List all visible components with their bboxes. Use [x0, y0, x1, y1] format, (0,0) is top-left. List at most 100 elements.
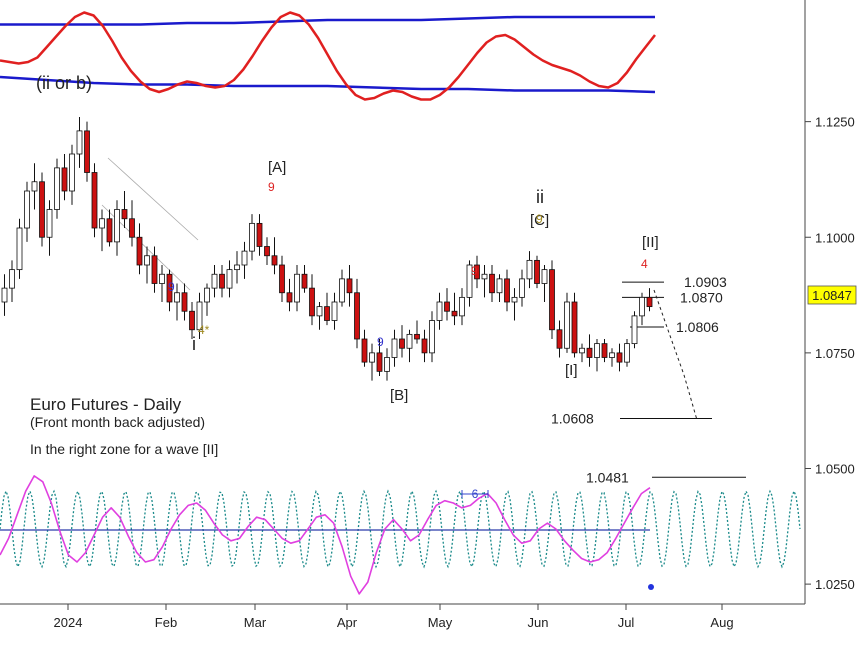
lower-oscillator: 6 [0, 475, 801, 595]
candle-body [316, 306, 323, 317]
upper-oscillator-band-bottom [0, 75, 656, 94]
wave-label-I: [I] [565, 362, 578, 379]
y-tick-label: 1.0750 [815, 346, 855, 361]
price-level-label: 1.0608 [551, 411, 594, 427]
wave-label-ii: ii [536, 187, 544, 207]
candle-body [421, 338, 428, 354]
candle-body [61, 167, 68, 192]
candle-body [129, 218, 135, 238]
candle-body [646, 296, 653, 308]
y-tick-label: 1.1250 [815, 115, 855, 130]
candle-body [541, 269, 548, 284]
candle-body [249, 222, 255, 252]
wave-label-i: i [192, 334, 196, 354]
candle-body [391, 338, 398, 358]
y-axis: 1.1250 1.1000 1.0750 1.0500 1.0250 [805, 115, 855, 592]
candle-body [526, 259, 533, 280]
cycle-dot [648, 584, 654, 590]
candle-body [271, 255, 278, 266]
cycle-wave [0, 489, 801, 569]
candle-body [286, 292, 293, 303]
candle-body [451, 310, 458, 317]
chart-title: Euro Futures - Daily [30, 395, 182, 414]
candle-body [549, 269, 555, 331]
candle-body [234, 264, 240, 271]
candle-body [564, 301, 570, 349]
price-level-label: 1.0806 [676, 319, 719, 335]
candle-body [571, 301, 578, 354]
upper-oscillator-line [0, 11, 656, 101]
lower-oscillator-line [0, 475, 651, 595]
wave-label-II: [II] [642, 234, 659, 251]
candle-body [534, 259, 540, 284]
wave-label-B: [B] [390, 387, 408, 404]
projection-path [653, 289, 698, 421]
candle-body [616, 352, 623, 363]
candle-body [624, 343, 630, 363]
price-level-label: 1.0903 [684, 274, 727, 290]
candle-body [504, 278, 510, 303]
candle-body [631, 315, 638, 345]
candle-body [1, 287, 8, 303]
candle-body [151, 255, 158, 284]
candle-body [399, 338, 405, 349]
upper-oscillator [0, 11, 656, 101]
chart-annotation: In the right zone for a wave [II] [30, 441, 218, 457]
candle-body [309, 287, 315, 317]
candle-body [406, 333, 413, 349]
count-marker-gold-1: 4* [198, 323, 210, 337]
candle-body [31, 181, 38, 192]
price-level-label: 1.0870 [680, 289, 723, 305]
candle-body [579, 347, 585, 354]
candle-body [354, 292, 360, 340]
candle-body [99, 218, 105, 229]
candle-body [609, 352, 615, 358]
candle-body [136, 236, 143, 266]
current-price-box [807, 285, 857, 305]
current-price-label: 1.0847 [812, 288, 852, 303]
projection-dashed-line [653, 289, 698, 421]
candle-body [264, 246, 270, 257]
candle-body [301, 273, 308, 289]
x-tick-label: Feb [155, 615, 177, 630]
candle-body [331, 301, 338, 321]
x-tick-label: Aug [710, 615, 733, 630]
candle-body [339, 278, 345, 303]
candle-body [189, 310, 195, 331]
candle-body [459, 296, 465, 317]
candle-body [586, 347, 593, 358]
x-tick-label: 2024 [54, 615, 83, 630]
wave-label-C: [C] [530, 212, 549, 229]
candle-body [496, 278, 503, 294]
candle-body [414, 333, 420, 340]
count-marker-blue-1: 9 [168, 280, 175, 294]
candle-body [466, 264, 473, 298]
count-marker-red-1: 9 [268, 180, 275, 194]
candle-body [474, 264, 480, 280]
candle-body [144, 255, 150, 266]
candle-body [9, 269, 15, 289]
count-marker-gold-2: 9 [536, 212, 543, 226]
y-tick-label: 1.0250 [815, 577, 855, 592]
price-level-label: 1.0481 [586, 469, 629, 485]
candle-body [256, 222, 263, 247]
candle-body [91, 172, 98, 229]
candle-body [121, 209, 128, 220]
cycle-marker-label: 6 [472, 487, 479, 501]
candle-body [114, 209, 120, 243]
x-tick-label: May [428, 615, 453, 630]
chart-subtitle: (Front month back adjusted) [30, 414, 205, 430]
candle-body [76, 130, 83, 155]
upper-oscillator-band-top [0, 15, 655, 26]
x-tick-label: Jun [528, 615, 549, 630]
candle-body [159, 273, 165, 284]
y-tick-label: 1.1000 [815, 230, 855, 245]
candle-body [369, 352, 375, 363]
x-tick-label: Apr [337, 615, 358, 630]
candles [1, 117, 653, 381]
candle-body [594, 343, 600, 358]
candle-body [196, 301, 203, 331]
candle-body [16, 227, 23, 271]
